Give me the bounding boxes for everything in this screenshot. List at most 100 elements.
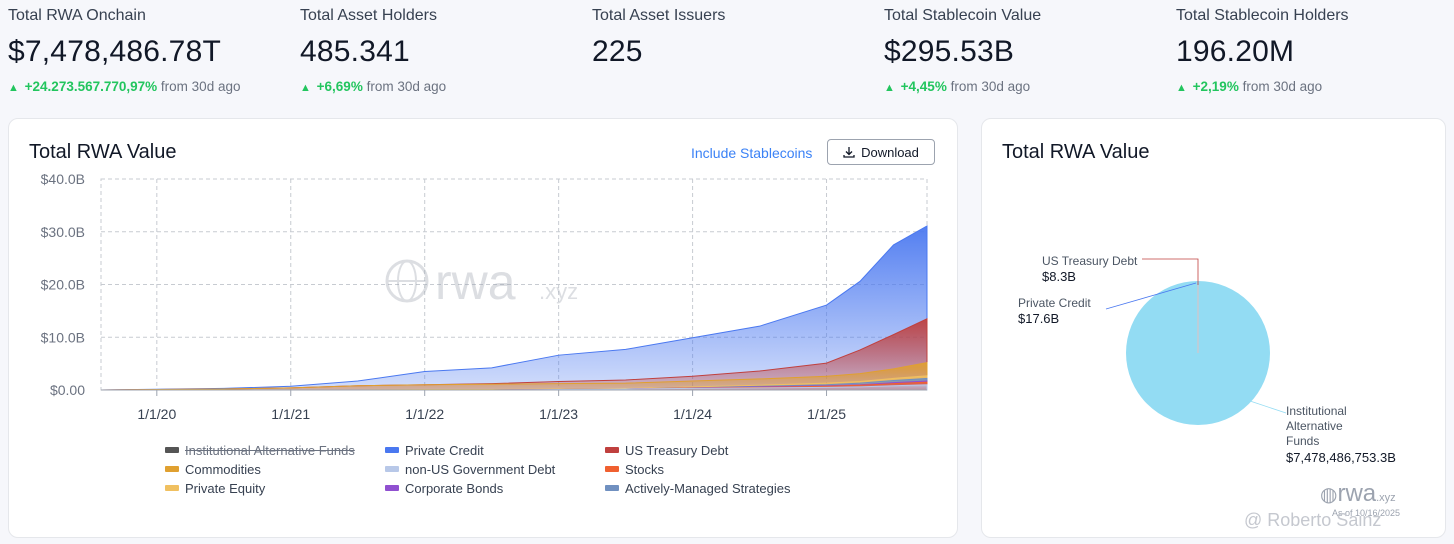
legend-item-actively-managed-strategies[interactable]: Actively-Managed Strategies [605,479,790,497]
stat-change-percent: +24.273.567.770,97% [24,79,158,94]
legend-item-corporate-bonds[interactable]: Corporate Bonds [385,479,503,497]
leader-private-credit [1105,282,1197,310]
stat-change-suffix: from 30d ago [950,79,1031,94]
stat-change: ▲ +2,19% from 30d ago [1176,78,1349,96]
stat-change-suffix: from 30d ago [366,79,447,94]
stat-value: $7,478,486.78T [8,35,221,68]
x-tick-label: 1/1/25 [807,406,846,422]
legend-swatch [385,466,399,472]
pie-title: Total RWA Value [1002,141,1150,163]
stat-label: Total Stablecoin Holders [1176,7,1349,24]
author-credit: @ Roberto Sainz [1244,510,1382,530]
pie-value-private-credit: $17.6B [1018,311,1059,326]
legend-label: Actively-Managed Strategies [625,480,791,496]
pie-label-institutional: Institutional [1286,404,1347,418]
y-tick-label: $30.0B [41,224,85,240]
globe-meridian [397,260,417,302]
stat-value: 225 [592,35,643,68]
leader-us-treasury [1142,258,1199,285]
y-tick-label: $0.00 [50,382,85,398]
stat-label: Total RWA Onchain [8,7,146,24]
legend-swatch [605,447,619,453]
stat-total-stablecoin-value: Total Stablecoin Value $295.53B ▲ +4,45%… [884,6,1041,96]
stat-change-suffix: from 30d ago [160,79,241,94]
download-icon [843,147,855,158]
legend-label: Private Equity [185,480,266,496]
include-stablecoins-link[interactable]: Include Stablecoins [691,145,813,161]
legend-item-stocks[interactable]: Stocks [605,460,664,478]
watermark-suffix: .xyz [539,279,578,304]
stat-change: ▲ +24.273.567.770,97% from 30d ago [8,78,240,96]
legend-swatch [165,447,179,453]
legend-item-us-treasury-debt[interactable]: US Treasury Debt [605,441,728,459]
footer-logo-suffix: .xyz [1376,492,1396,504]
pie-label-private-credit: Private Credit [1018,296,1091,310]
chart-watermark: rwa .xyz [385,254,578,310]
legend-item-commodities[interactable]: Commodities [165,460,261,478]
up-arrow-icon: ▲ [1176,82,1187,94]
rwa-value-chart-card: Total RWA Value Include Stablecoins Down… [8,118,958,538]
legend-swatch [605,485,619,491]
footer-logo: ◍rwa.xyz [1320,480,1396,508]
download-label: Download [861,144,919,160]
stat-total-rwa-onchain: Total RWA Onchain $7,478,486.78T ▲ +24.2… [8,6,240,96]
legend-item-private-equity[interactable]: Private Equity [165,479,265,497]
stat-label: Total Asset Holders [300,7,437,24]
legend-swatch [165,466,179,472]
area-chart: rwa .xyz $0.00 $10.0B $20.0B $30.0B $40.0B 1… [41,171,928,422]
up-arrow-icon: ▲ [300,82,311,94]
as-of-date: As of 10/16/2025 [1332,508,1401,518]
legend-label: non-US Government Debt [405,461,556,477]
stat-value: 485.341 [300,35,410,68]
y-axis: $0.00 $10.0B $20.0B $30.0B $40.0B [41,171,86,398]
legend-swatch [385,485,399,491]
legend-swatch [165,485,179,491]
x-axis: 1/1/20 1/1/21 1/1/22 1/1/23 1/1/24 1/1/25 [101,389,927,422]
pie-chart: US Treasury Debt$8.3B Private Credit$17.6… [1018,254,1396,465]
legend-swatch [605,466,619,472]
stat-value: $295.53B [884,35,1015,68]
stat-total-stablecoin-holders: Total Stablecoin Holders 196.20M ▲ +2,19… [1176,6,1349,96]
stat-change-suffix: from 30d ago [1242,79,1323,94]
up-arrow-icon: ▲ [8,82,19,94]
pie-label-institutional: Alternative [1286,419,1343,433]
y-tick-label: $10.0B [41,329,85,345]
stats-row: Total RWA Onchain $7,478,486.78T ▲ +24.2… [0,0,1454,110]
stat-change: ▲ +6,69% from 30d ago [300,78,446,96]
chart-title: Total RWA Value [29,141,177,163]
watermark-text: rwa [435,254,516,310]
legend-label: Stocks [625,461,665,477]
pie-value-us-treasury: $8.3B [1042,269,1076,284]
pie-label-us-treasury: US Treasury Debt [1042,254,1138,268]
pie-label-institutional: Funds [1286,434,1319,448]
stat-value: 196.20M [1176,35,1295,68]
chart-legend: Institutional Alternative Funds Private C… [165,441,865,501]
x-tick-label: 1/1/21 [271,406,310,422]
y-tick-label: $20.0B [41,277,85,293]
stat-label: Total Stablecoin Value [884,7,1042,24]
rwa-value-pie-card: Total RWA Value US Treasury Debt $8.3B Pri… [981,118,1446,538]
stat-total-asset-holders: Total Asset Holders 485.341 ▲ +6,69% fro… [300,6,446,96]
legend-swatch [385,447,399,453]
legend-item-non-us-government-debt[interactable]: non-US Government Debt [385,460,555,478]
footer-logo-text: rwa [1337,480,1377,507]
stat-change-percent: +6,69% [316,79,363,94]
pie-value-institutional: $7,478,486,753.3B [1286,450,1396,465]
legend-label: Private Credit [405,442,484,458]
stat-total-asset-issuers: Total Asset Issuers 225 [592,6,725,70]
legend-label: Corporate Bonds [405,480,504,496]
leader-institutional [1249,400,1287,414]
globe-icon [385,259,429,303]
legend-item-private-credit[interactable]: Private Credit [385,441,484,459]
x-tick-label: 1/1/24 [673,406,712,422]
stat-change-percent: +2,19% [1192,79,1239,94]
legend-item-institutional-alternative-funds[interactable]: Institutional Alternative Funds [165,441,355,459]
legend-label: US Treasury Debt [625,442,729,458]
up-arrow-icon: ▲ [884,82,895,94]
legend-label: Institutional Alternative Funds [185,442,355,458]
stat-change-percent: +4,45% [900,79,947,94]
x-tick-label: 1/1/23 [539,406,578,422]
download-button[interactable]: Download [827,139,935,165]
stat-change: ▲ +4,45% from 30d ago [884,78,1041,96]
legend-label: Commodities [185,461,261,477]
